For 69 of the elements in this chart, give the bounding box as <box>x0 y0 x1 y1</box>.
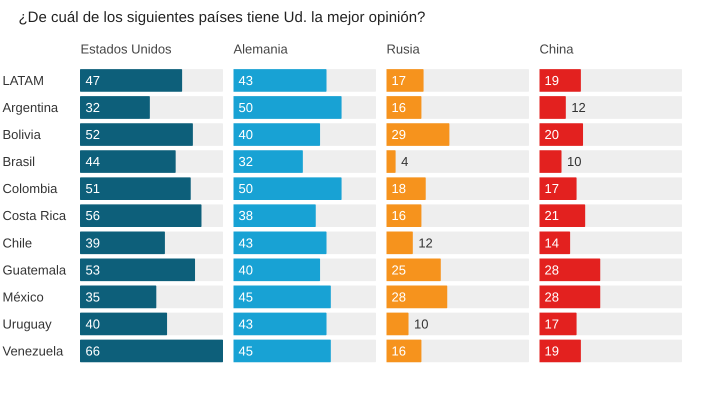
data-label: 17 <box>392 72 406 88</box>
data-label: 14 <box>544 235 559 250</box>
data-label: 12 <box>571 100 586 115</box>
data-label: 47 <box>86 72 100 88</box>
data-label: 17 <box>544 316 559 332</box>
data-label: 19 <box>544 72 559 88</box>
data-label: 17 <box>544 181 559 196</box>
data-label: 28 <box>544 262 559 278</box>
data-label: 40 <box>238 127 253 142</box>
y-tick-label: Chile <box>2 235 32 250</box>
y-tick-label: Guatemala <box>2 262 67 278</box>
data-label: 32 <box>238 154 253 170</box>
chart-title: Alemania <box>234 42 288 56</box>
data-label: 66 <box>86 343 100 358</box>
data-label: 4 <box>401 154 408 170</box>
data-label: 10 <box>567 154 582 170</box>
data-label: 16 <box>392 100 406 115</box>
y-tick-label: Colombia <box>2 181 58 196</box>
data-label: 56 <box>86 208 100 224</box>
data-label: 50 <box>238 100 253 115</box>
data-label: 10 <box>414 316 428 332</box>
bar <box>540 231 570 254</box>
data-label: 39 <box>86 235 100 250</box>
y-tick-label: Venezuela <box>2 343 64 358</box>
data-label: 43 <box>238 72 253 88</box>
data-label: 19 <box>544 343 559 358</box>
y-tick-label: Uruguay <box>2 316 52 332</box>
y-tick-label: Argentina <box>2 100 59 115</box>
data-label: 32 <box>86 100 100 115</box>
bar <box>386 312 409 336</box>
data-label: 50 <box>238 181 253 196</box>
data-label: 18 <box>392 181 406 196</box>
y-tick-label: LATAM <box>2 72 44 88</box>
chart-title: China <box>540 42 574 56</box>
data-label: 40 <box>238 262 253 278</box>
data-label: 16 <box>392 208 406 224</box>
data-label: 12 <box>418 235 433 250</box>
data-label: 51 <box>86 181 100 196</box>
bar <box>386 150 396 173</box>
chart-title: Estados Unidos <box>80 42 172 56</box>
y-tick-label: Bolivia <box>2 127 42 142</box>
bar <box>386 231 413 254</box>
chart-title: Rusia <box>386 42 421 56</box>
text: ¿De cuál de los siguientes países tiene Ud. la mejor opinión? <box>18 9 426 26</box>
data-label: 53 <box>86 262 100 278</box>
data-label: 29 <box>392 127 406 142</box>
bar <box>386 204 422 228</box>
data-label: 16 <box>392 343 406 358</box>
data-label: 40 <box>86 316 100 332</box>
data-label: 25 <box>392 262 406 278</box>
data-label: 20 <box>544 127 559 142</box>
data-label: 38 <box>238 208 253 224</box>
data-label: 45 <box>238 289 253 304</box>
data-label: 45 <box>238 343 253 358</box>
data-label: 43 <box>238 235 253 250</box>
data-label: 44 <box>86 154 100 170</box>
bar <box>386 96 422 119</box>
data-label: 28 <box>544 289 559 304</box>
y-tick-label: México <box>2 289 44 304</box>
data-label: 28 <box>392 289 406 304</box>
data-label: 35 <box>86 289 100 304</box>
data-label: 52 <box>86 127 100 142</box>
data-label: 43 <box>238 316 253 332</box>
bar <box>540 96 566 119</box>
y-tick-label: Costa Rica <box>2 208 67 224</box>
bar <box>540 150 562 173</box>
data-label: 21 <box>544 208 559 224</box>
bar <box>386 340 422 362</box>
y-tick-label: Brasil <box>2 154 36 170</box>
